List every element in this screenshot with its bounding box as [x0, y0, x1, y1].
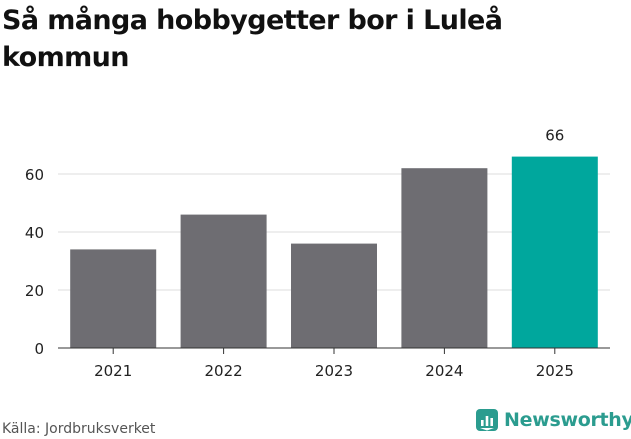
bar-2024 [401, 168, 488, 348]
data-labels: 66 [545, 127, 564, 145]
y-tick-label: 20 [25, 282, 44, 300]
bars [70, 156, 598, 348]
x-tick-label: 2021 [94, 362, 132, 380]
x-axis-ticks: 2021 2022 2023 2024 2025 [94, 348, 574, 380]
bar-2023 [291, 243, 377, 348]
brand-name: Newsworthy [504, 409, 631, 431]
x-tick-label: 2025 [536, 362, 574, 380]
x-tick-label: 2023 [315, 362, 353, 380]
y-tick-label: 40 [25, 224, 44, 242]
y-tick-label: 60 [25, 166, 44, 184]
newsworthy-chart-icon [476, 409, 498, 431]
data-label: 66 [545, 127, 564, 145]
newsworthy-logo[interactable]: Newsworthy [476, 409, 631, 431]
bar-2025 [511, 156, 598, 348]
y-axis-tick-labels: 0 20 40 60 [25, 166, 44, 358]
y-tick-label: 0 [34, 340, 44, 358]
x-tick-label: 2022 [205, 362, 243, 380]
x-tick-label: 2024 [425, 362, 463, 380]
chart-title: Så många hobbygetter bor i Luleå kommun [2, 5, 503, 73]
source-note: Källa: Jordbruksverket [2, 421, 156, 437]
bar-2021 [70, 249, 157, 348]
bar-2022 [180, 214, 267, 348]
